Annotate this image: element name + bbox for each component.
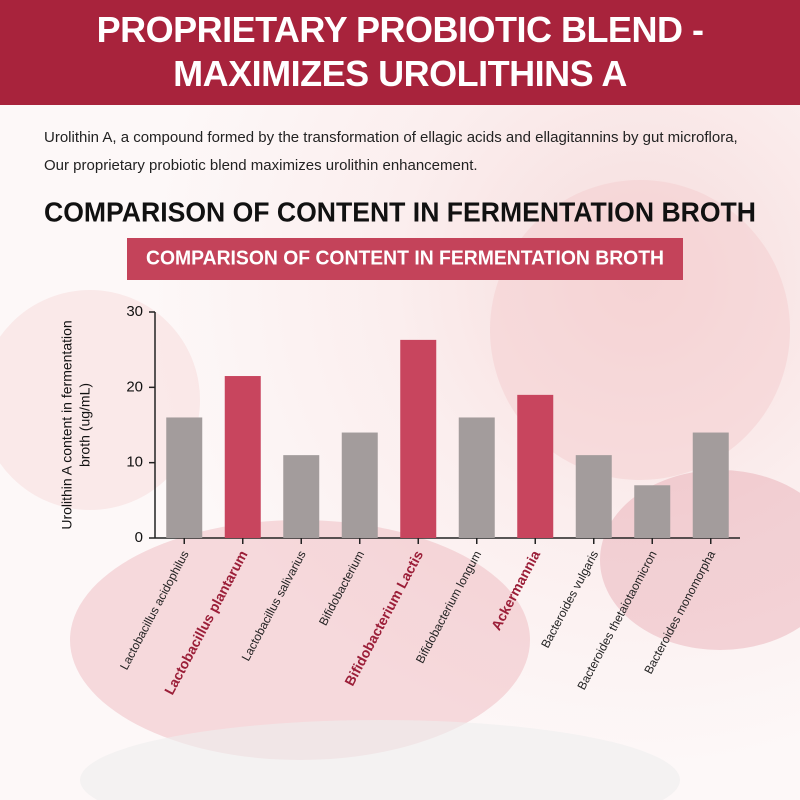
x-tick-label: Ackermannia	[488, 547, 544, 632]
x-tick-label: Bacteroides vulgaris	[538, 548, 601, 650]
x-tick-label: Bifidobacterium longum	[413, 548, 484, 665]
y-axis-title: Urolithin A content in fermentation brot…	[59, 320, 93, 529]
chart-subtitle: COMPARISON OF CONTENT IN FERMENTATION BR…	[146, 247, 664, 269]
page-title: PROPRIETARY PROBIOTIC BLEND - MAXIMIZES …	[96, 9, 704, 94]
header-banner	[0, 0, 800, 105]
bar	[341, 432, 378, 538]
bar	[224, 376, 261, 538]
chart-heading: COMPARISON OF CONTENT IN FERMENTATION BR…	[44, 196, 756, 227]
x-tick-label: Lactobacillus salivarius	[239, 548, 309, 663]
bar	[575, 455, 612, 538]
bar	[692, 432, 729, 538]
bar	[400, 339, 437, 538]
x-tick-label: Bifidobacterium	[316, 548, 367, 628]
y-tick-label: 20	[126, 378, 143, 395]
bar	[458, 417, 495, 538]
y-axis-title-line: broth (ug/mL)	[77, 383, 93, 467]
y-tick-label: 10	[126, 454, 143, 471]
bar	[517, 394, 554, 538]
subtitle-banner	[127, 238, 683, 280]
y-axis-title-line: Urolithin A content in fermentation	[59, 320, 75, 529]
y-tick-label: 0	[135, 529, 143, 546]
bar	[634, 485, 671, 538]
bar	[283, 455, 320, 538]
y-tick-label: 30	[126, 303, 143, 320]
intro-text: Urolithin A, a compound formed by the tr…	[44, 129, 738, 174]
bar	[166, 417, 203, 538]
